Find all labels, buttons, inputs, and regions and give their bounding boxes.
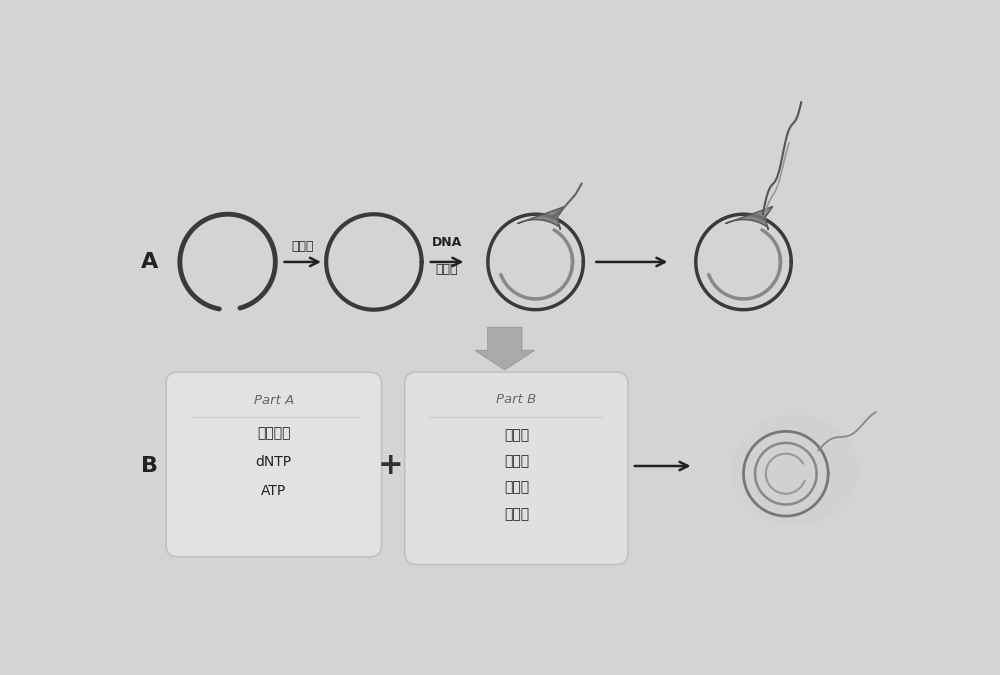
Text: 锁式探针: 锁式探针 xyxy=(257,426,291,440)
Polygon shape xyxy=(518,207,565,230)
Text: ATP: ATP xyxy=(261,485,286,498)
Text: Part A: Part A xyxy=(254,394,294,407)
Text: 聚合醂: 聚合醂 xyxy=(504,507,529,520)
Text: dNTP: dNTP xyxy=(256,455,292,469)
Text: +: + xyxy=(378,452,404,481)
Text: 靶序列: 靶序列 xyxy=(504,428,529,442)
Polygon shape xyxy=(726,207,773,230)
FancyBboxPatch shape xyxy=(405,372,628,564)
FancyBboxPatch shape xyxy=(166,372,382,557)
Text: Part B: Part B xyxy=(496,392,536,406)
Text: 连接醂: 连接醂 xyxy=(504,481,529,495)
Text: 连接醂: 连接醂 xyxy=(291,240,314,252)
Text: 缓冲液: 缓冲液 xyxy=(504,454,529,468)
Text: DNA: DNA xyxy=(432,236,462,249)
Ellipse shape xyxy=(732,414,859,526)
Text: 聚合醂: 聚合醂 xyxy=(436,263,458,275)
Text: A: A xyxy=(141,252,159,272)
Text: B: B xyxy=(141,456,158,476)
Polygon shape xyxy=(476,327,534,370)
